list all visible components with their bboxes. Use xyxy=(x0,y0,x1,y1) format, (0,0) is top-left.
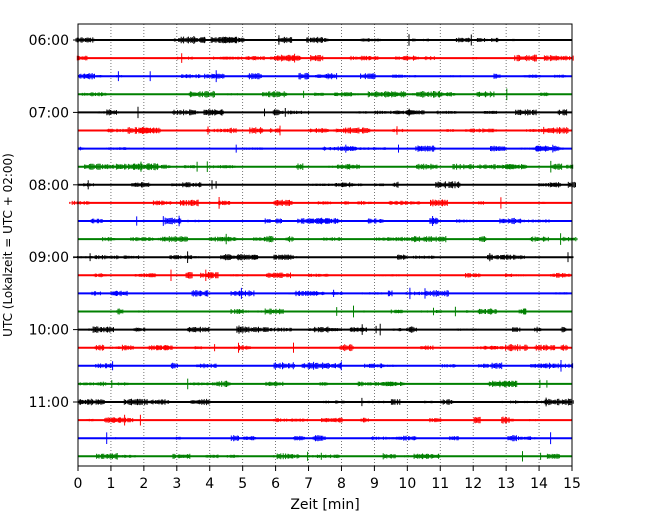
x-tick-label: 1 xyxy=(106,476,115,492)
x-tick-label: 3 xyxy=(172,476,181,492)
trace-bursts xyxy=(88,323,567,336)
trace-07:45 xyxy=(78,160,574,173)
trace-06:45 xyxy=(78,88,572,101)
y-tick-label: 09:00 xyxy=(29,250,69,266)
x-tick-label: 13 xyxy=(497,476,515,492)
trace-bursts xyxy=(84,160,574,173)
trace-bursts xyxy=(86,414,539,426)
y-tick-label: 11:00 xyxy=(29,395,69,411)
trace-10:45 xyxy=(78,378,572,390)
trace-11:45 xyxy=(78,451,572,462)
trace-bursts xyxy=(116,305,527,318)
trace-bursts xyxy=(106,432,552,445)
trace-07:15 xyxy=(78,125,572,136)
trace-08:45 xyxy=(78,233,578,245)
trace-bursts xyxy=(69,197,546,209)
y-tick-label: 06:00 xyxy=(29,33,69,49)
trace-bursts xyxy=(78,144,564,153)
trace-bursts xyxy=(78,397,574,407)
trace-11:00 xyxy=(78,397,574,407)
trace-bursts xyxy=(106,125,569,136)
trace-09:45 xyxy=(78,305,572,318)
x-tick-label: 6 xyxy=(271,476,280,492)
x-tick-label: 14 xyxy=(530,476,548,492)
y-axis-ticks: 06:00 07:00 08:00 09:00 10:00 11:00 xyxy=(29,33,78,411)
trace-bursts xyxy=(96,106,568,119)
y-tick-label: 07:00 xyxy=(29,105,69,121)
x-axis-ticks: 0 1 2 3 4 5 6 7 8 9 10 11 12 13 14 15 xyxy=(74,466,581,492)
trace-11:30 xyxy=(78,432,572,445)
trace-10:30 xyxy=(78,360,574,372)
x-tick-label: 0 xyxy=(74,476,83,492)
trace-bursts xyxy=(75,34,521,46)
trace-bursts xyxy=(93,269,571,281)
trace-bursts xyxy=(79,378,548,390)
trace-bursts xyxy=(90,215,551,227)
trace-06:00 xyxy=(75,34,572,46)
trace-bursts xyxy=(96,451,560,462)
x-tick-label: 10 xyxy=(398,476,416,492)
x-tick-label: 15 xyxy=(563,476,581,492)
trace-10:15 xyxy=(78,342,572,353)
trace-bursts xyxy=(94,342,568,353)
y-tick-label: 08:00 xyxy=(29,178,69,194)
trace-08:30 xyxy=(78,215,572,227)
plot-frame xyxy=(77,23,573,467)
trace-09:15 xyxy=(78,269,572,281)
trace-07:30 xyxy=(78,144,572,153)
x-tick-label: 11 xyxy=(431,476,449,492)
x-axis-title: Zeit [min] xyxy=(290,497,359,513)
trace-bursts xyxy=(102,233,578,245)
trace-bursts xyxy=(95,360,574,372)
trace-06:30 xyxy=(78,70,572,83)
trace-09:00 xyxy=(73,251,574,263)
x-tick-label: 5 xyxy=(238,476,247,492)
trace-bursts xyxy=(73,251,574,263)
x-tick-label: 7 xyxy=(304,476,313,492)
y-axis-title: UTC (Lokalzeit = UTC + 02:00) xyxy=(1,153,15,337)
x-tick-label: 12 xyxy=(464,476,482,492)
y-tick-label: 10:00 xyxy=(29,323,69,339)
trace-bursts xyxy=(91,287,570,300)
x-tick-label: 2 xyxy=(139,476,148,492)
x-tick-label: 9 xyxy=(370,476,379,492)
trace-07:00 xyxy=(78,106,572,119)
trace-08:00 xyxy=(78,180,576,190)
trace-rows xyxy=(69,34,578,462)
trace-10:00 xyxy=(78,323,572,336)
trace-09:30 xyxy=(78,287,572,300)
trace-bursts xyxy=(81,88,549,101)
trace-bursts xyxy=(78,70,568,83)
trace-11:15 xyxy=(78,414,572,426)
x-tick-label: 8 xyxy=(337,476,346,492)
trace-08:15 xyxy=(69,197,572,209)
x-tick-label: 4 xyxy=(205,476,214,492)
